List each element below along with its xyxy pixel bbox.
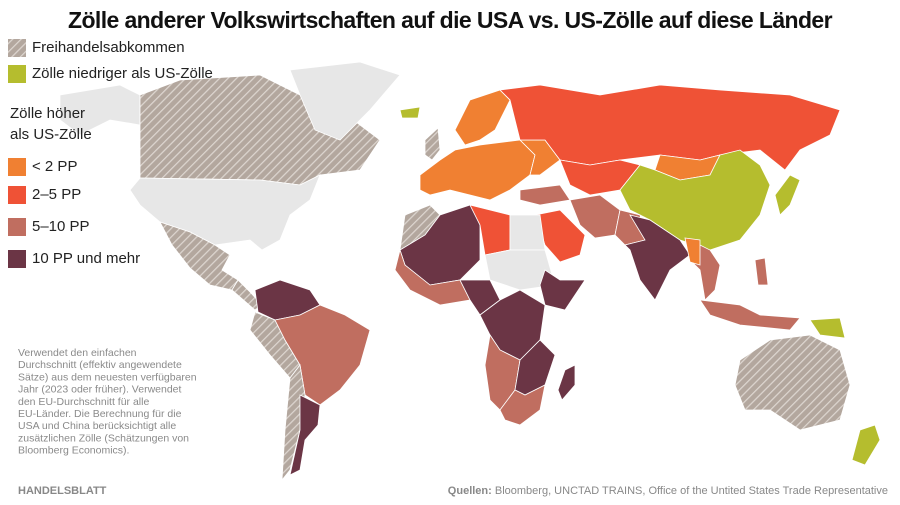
country	[624, 214, 691, 301]
country	[534, 209, 586, 263]
country	[274, 304, 371, 406]
legend-swatch	[8, 65, 26, 83]
country	[509, 214, 546, 251]
country	[699, 299, 801, 331]
country	[539, 269, 586, 311]
legend-swatch	[8, 250, 26, 268]
title: Zölle anderer Volkswirtschaften auf die …	[68, 7, 833, 33]
legend-swatch	[8, 218, 26, 236]
legend-heading: als US-Zölle	[10, 126, 92, 143]
country	[684, 237, 701, 266]
country	[734, 334, 851, 431]
source-label: Quellen:	[448, 485, 492, 497]
world-map	[59, 61, 881, 482]
country	[399, 106, 421, 119]
legend-heading: Zölle höher	[10, 105, 85, 122]
legend-label: 10 PP und mehr	[32, 250, 140, 267]
note-line: Sätze) aus dem neuesten verfügbaren	[18, 371, 197, 383]
country	[557, 364, 576, 401]
country	[419, 139, 536, 201]
source: Quellen: Bloomberg, UNCTAD TRAINS, Offic…	[448, 485, 888, 497]
legend-swatch	[8, 158, 26, 176]
country	[774, 174, 801, 216]
note-line: Jahr (2023 oder früher). Verwendet	[18, 384, 182, 396]
country	[754, 257, 769, 286]
legend-label: Zölle niedriger als US-Zölle	[32, 65, 213, 82]
note-line: EU-Länder. Die Berechnung für die	[18, 408, 182, 420]
legend-label: 2–5 PP	[32, 186, 81, 203]
note-line: den EU-Durchschnitt für alle	[18, 396, 149, 408]
legend: Freihandelsabkommen Zölle niedriger als U…	[8, 39, 213, 268]
legend-swatch	[8, 39, 26, 57]
country	[59, 84, 141, 136]
note-line: Verwendet den einfachen	[18, 347, 137, 359]
legend-label: 5–10 PP	[32, 218, 90, 235]
legend-label: < 2 PP	[32, 158, 77, 175]
brand: HANDELSBLATT	[18, 485, 107, 497]
source-text: Bloomberg, UNCTAD TRAINS, Office of the …	[495, 485, 888, 497]
note-line: USA und China berücksichtigt alle	[18, 420, 176, 432]
country	[454, 89, 511, 146]
country	[499, 384, 546, 426]
country	[281, 364, 306, 482]
country	[851, 424, 881, 466]
country	[519, 184, 571, 206]
note-line: zusätzlichen Zölle (Schätzungen von	[18, 432, 189, 444]
legend-swatch	[8, 186, 26, 204]
note-line: Bloomberg Economics).	[18, 445, 129, 457]
country	[424, 127, 441, 161]
country	[289, 394, 321, 476]
legend-label: Freihandelsabkommen	[32, 39, 185, 56]
country	[809, 317, 846, 339]
note-line: Durchschnitt (effektiv angewendete	[18, 359, 182, 371]
country	[499, 84, 841, 171]
country	[129, 174, 321, 251]
country	[289, 61, 401, 141]
